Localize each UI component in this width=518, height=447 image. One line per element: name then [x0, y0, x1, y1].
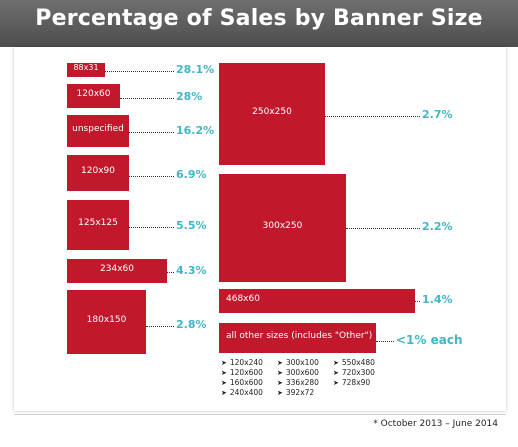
value-label-120x60: 28%	[176, 90, 203, 103]
other-size-item: ➤ 160x600	[221, 378, 277, 387]
arrow-icon: ➤	[333, 359, 339, 367]
bar-250x250	[219, 63, 325, 165]
other-sizes-list: ➤ 120x240 ➤ 300x100 ➤ 550x480 ➤ 120x600 ➤ 300x600…	[221, 358, 381, 397]
leader-line-180x150	[146, 326, 174, 327]
other-size-label: 120x600	[229, 368, 263, 377]
bar-234x60	[67, 259, 167, 283]
leader-line-300x250	[346, 228, 420, 229]
other-size-item: ➤ 336x280	[277, 378, 333, 387]
bar-label-234x60: 234x60	[100, 264, 134, 274]
other-size-item: ➤ 300x100	[277, 358, 333, 367]
leader-line-120x60	[120, 98, 174, 99]
other-size-item: ➤ 550x480	[333, 358, 389, 367]
value-label-234x60: 4.3%	[176, 264, 207, 277]
bar-300x250	[219, 174, 346, 282]
chart-title: Percentage of Sales by Banner Size	[35, 6, 483, 31]
bar-180x150	[67, 290, 146, 354]
value-label-468x60: 1.4%	[422, 293, 453, 306]
value-label-unspecified: 16.2%	[176, 124, 215, 137]
leader-line-120x90	[129, 176, 174, 177]
bar-label-180x150: 180x150	[86, 315, 127, 325]
bar-label-120x90: 120x90	[81, 166, 115, 176]
other-size-item: ➤ 240x400	[221, 388, 277, 397]
bar-125x125	[67, 200, 129, 250]
other-size-label: 240x400	[229, 388, 263, 397]
arrow-icon: ➤	[333, 369, 339, 377]
other-size-label: 300x600	[285, 368, 319, 377]
value-label-88x31: 28.1%	[176, 63, 215, 76]
leader-line-88x31	[105, 71, 174, 72]
other-size-label: 336x280	[285, 378, 319, 387]
bar-88x31	[67, 63, 105, 77]
other-size-item: ➤ 720x300	[333, 368, 389, 377]
arrow-icon: ➤	[221, 389, 227, 397]
bar-label-125x125: 125x125	[78, 218, 118, 228]
other-size-item: ➤ 728x90	[333, 378, 389, 387]
leader-line-all-other-sizes-includes-other	[376, 341, 394, 342]
arrow-icon: ➤	[333, 379, 339, 387]
other-size-label: 720x300	[341, 368, 375, 377]
bar-120x90	[67, 155, 129, 191]
arrow-icon: ➤	[277, 379, 283, 387]
other-size-label: 120x240	[229, 358, 263, 367]
value-label-all-other-sizes-includes-other: <1% each	[396, 333, 463, 347]
leader-line-unspecified	[129, 132, 174, 133]
other-size-label: 300x100	[285, 358, 319, 367]
footer-divider	[14, 414, 506, 415]
leader-line-250x250	[325, 116, 420, 117]
bar-label-300x250: 300x250	[262, 221, 303, 231]
value-label-180x150: 2.8%	[176, 318, 207, 331]
other-size-item: ➤ 392x72	[277, 388, 333, 397]
bar-label-120x60: 120x60	[76, 89, 111, 99]
title-bar: Percentage of Sales by Banner Size	[0, 0, 518, 47]
bar-label-all-other-sizes-includes-other: all other sizes (includes "Other")	[226, 331, 373, 341]
leader-line-234x60	[167, 272, 174, 273]
arrow-icon: ➤	[221, 359, 227, 367]
value-label-250x250: 2.7%	[422, 108, 453, 121]
value-label-300x250: 2.2%	[422, 220, 453, 233]
bar-label-unspecified: unspecified	[72, 124, 124, 134]
arrow-icon: ➤	[221, 379, 227, 387]
other-size-label: 728x90	[341, 378, 371, 387]
value-label-125x125: 5.5%	[176, 219, 207, 232]
bar-468x60	[219, 289, 415, 313]
leader-line-468x60	[415, 301, 420, 302]
bar-all-other-sizes-includes-other	[219, 323, 376, 353]
bar-120x60	[67, 84, 120, 108]
other-size-label: 160x600	[229, 378, 263, 387]
other-size-label: 550x480	[341, 358, 375, 367]
bar-unspecified	[67, 115, 129, 147]
arrow-icon: ➤	[221, 369, 227, 377]
other-size-item: ➤ 300x600	[277, 368, 333, 377]
arrow-icon: ➤	[277, 389, 283, 397]
value-label-120x90: 6.9%	[176, 168, 207, 181]
other-size-item: ➤ 120x240	[221, 358, 277, 367]
bar-label-468x60: 468x60	[226, 294, 260, 304]
other-size-item: ➤ 120x600	[221, 368, 277, 377]
bar-label-88x31: 88x31	[73, 63, 99, 72]
leader-line-125x125	[129, 227, 174, 228]
footnote: * October 2013 – June 2014	[373, 419, 498, 429]
other-size-label: 392x72	[285, 388, 315, 397]
arrow-icon: ➤	[277, 369, 283, 377]
bar-label-250x250: 250x250	[252, 107, 292, 117]
arrow-icon: ➤	[277, 359, 283, 367]
